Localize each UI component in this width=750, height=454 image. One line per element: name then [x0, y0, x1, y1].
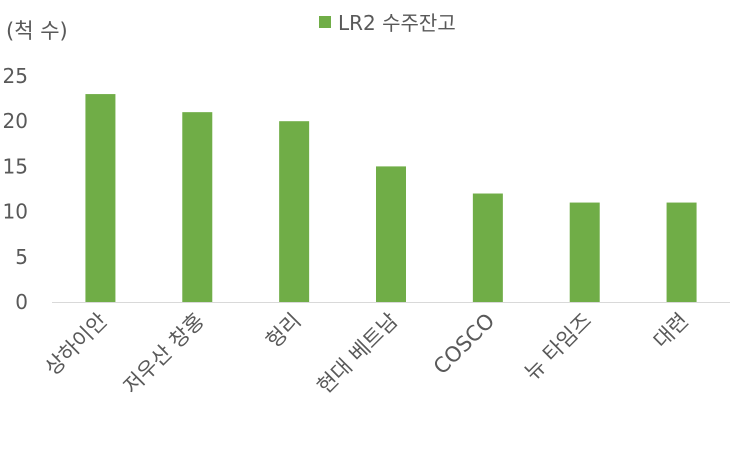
- x-tick-label: 상하이안: [40, 309, 112, 381]
- bar: [182, 112, 213, 302]
- y-axis-label: (척 수): [6, 19, 68, 43]
- x-tick-label: 현대 베트남: [313, 309, 403, 399]
- y-tick-label: 20: [3, 109, 28, 133]
- bar: [472, 193, 503, 302]
- bar: [279, 121, 310, 302]
- x-tick-label: 대련: [649, 309, 693, 353]
- bar: [569, 202, 600, 302]
- y-tick-label: 0: [15, 290, 28, 314]
- x-tick-label: COSCO: [429, 309, 500, 380]
- bar: [85, 94, 116, 302]
- y-tick-label: 10: [3, 200, 28, 224]
- legend-swatch: [319, 16, 331, 28]
- x-tick-label: 저우산 창홍: [119, 309, 209, 399]
- legend: LR2 수주잔고: [319, 11, 456, 35]
- y-tick-label: 15: [3, 154, 28, 178]
- legend-label: LR2 수주잔고: [338, 11, 456, 35]
- x-tick-label: 헝리: [261, 309, 305, 353]
- y-tick-label: 25: [3, 64, 28, 88]
- y-tick-label: 5: [15, 245, 28, 269]
- x-tick-label: 뉴 타임즈: [520, 309, 596, 385]
- bar: [376, 166, 406, 302]
- bar: [666, 202, 697, 302]
